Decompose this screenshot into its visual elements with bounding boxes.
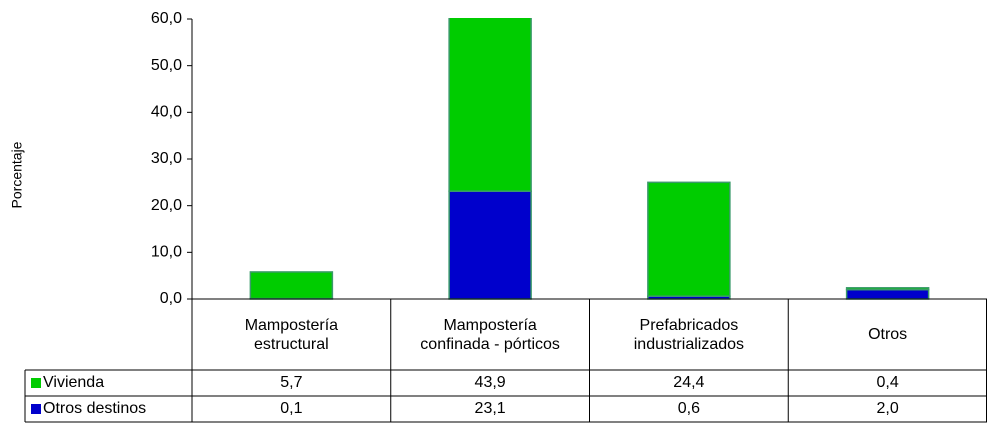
bars [249,18,930,300]
y-tick-label: 40,0 [151,104,182,121]
y-tick-label: 0,0 [160,290,182,307]
category-wrap: Mampostería estructural [192,299,391,370]
category-wrap: Prefabricados industrializados [590,299,789,370]
x-tick-label: Prefabricados industrializados [633,316,745,353]
value-label: 0,1 [280,400,302,417]
y-tick-label: 60,0 [151,10,182,27]
legend-label: Otros destinos [43,400,146,417]
legend-swatch [31,378,41,388]
legend-label: Vivienda [43,374,104,391]
bar [845,287,930,291]
y-tick-label: 10,0 [151,244,182,261]
category-wrap: Otros [788,299,987,370]
value-label: 5,7 [280,374,302,391]
value-label: 0,4 [877,374,899,391]
bar [845,288,930,300]
bar [448,18,532,192]
y-axis-label: Porcentaje [9,141,25,208]
category-cell: Prefabricados industrializados [590,299,789,370]
value-label: 24,4 [673,374,704,391]
value-label: 2,0 [877,400,899,417]
value-label: 43,9 [475,374,506,391]
bar [249,271,334,300]
x-tick-label: Mampostería estructural [244,316,339,353]
category-cell: Otros [788,299,987,370]
bar [647,181,731,297]
y-tick-label: 20,0 [151,197,182,214]
bar [448,190,532,300]
value-label: 0,6 [678,400,700,417]
category-cell: Mampostería confinada - pórticos [391,299,590,370]
y-tick-label: 50,0 [151,57,182,74]
category-cell: Mampostería estructural [192,299,391,370]
legend-swatch [31,404,41,414]
category-wrap: Mampostería confinada - pórticos [391,299,590,370]
x-tick-label: Mampostería confinada - pórticos [420,316,560,353]
x-tick-label: Otros [868,326,908,343]
value-label: 23,1 [475,400,506,417]
y-tick-label: 30,0 [151,150,182,167]
